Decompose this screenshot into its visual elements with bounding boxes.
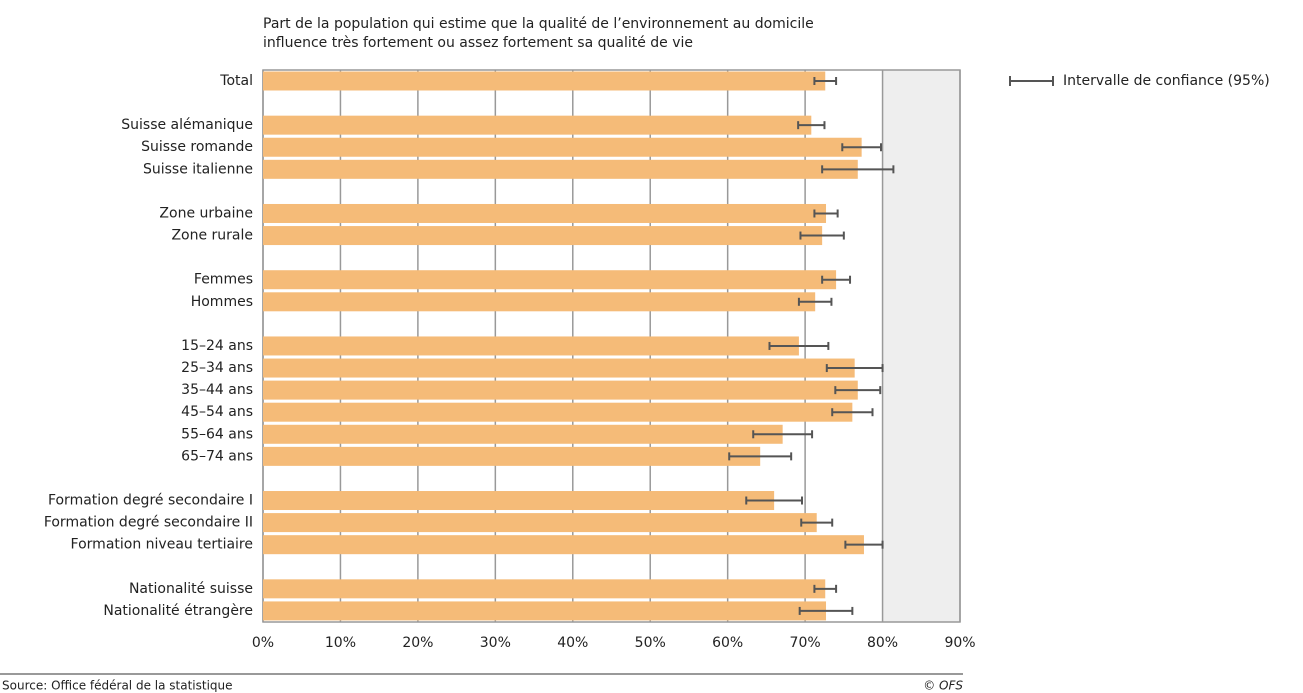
y-tick-label: Suisse alémanique xyxy=(121,117,253,133)
x-tick-label: 20% xyxy=(402,635,433,651)
y-tick-label: Nationalité étrangère xyxy=(103,603,253,619)
bar xyxy=(263,402,853,422)
x-tick-label: 0% xyxy=(252,635,274,651)
copyright: © OFS xyxy=(923,679,963,693)
bar xyxy=(263,446,761,466)
y-tick-label: 45–54 ans xyxy=(181,404,253,420)
bar xyxy=(263,380,858,400)
bar xyxy=(263,292,816,312)
y-tick-label: 35–44 ans xyxy=(181,382,253,398)
bar xyxy=(263,270,837,290)
y-tick-label: Zone rurale xyxy=(171,228,253,244)
bar xyxy=(263,203,827,223)
y-tick-label: 65–74 ans xyxy=(181,448,253,464)
x-tick-label: 30% xyxy=(480,635,511,651)
bar xyxy=(263,424,783,444)
y-tick-label: 25–34 ans xyxy=(181,360,253,376)
x-tick-label: 90% xyxy=(944,635,975,651)
y-tick-label: Nationalité suisse xyxy=(129,581,253,597)
bar xyxy=(263,513,817,533)
x-tick-label: 70% xyxy=(790,635,821,651)
bar xyxy=(263,226,823,246)
bar xyxy=(263,159,858,179)
x-tick-label: 10% xyxy=(325,635,356,651)
bar xyxy=(263,71,826,91)
chart-title: influence très fortement ou assez fortem… xyxy=(263,35,693,51)
y-tick-label: Formation degré secondaire II xyxy=(44,515,253,531)
y-tick-label: Hommes xyxy=(191,294,253,310)
bar xyxy=(263,137,862,157)
bar xyxy=(263,535,864,555)
source: Source: Office fédéral de la statistique xyxy=(2,679,233,693)
plot-shade xyxy=(882,70,960,622)
y-tick-label: 55–64 ans xyxy=(181,426,253,442)
x-tick-label: 60% xyxy=(712,635,743,651)
chart-title: Part de la population qui estime que la … xyxy=(263,16,814,32)
y-tick-label: Femmes xyxy=(194,272,253,288)
bar xyxy=(263,491,775,511)
x-tick-label: 50% xyxy=(635,635,666,651)
bar xyxy=(263,601,827,621)
x-tick-label: 80% xyxy=(867,635,898,651)
y-tick-label: Suisse romande xyxy=(141,139,253,155)
bar xyxy=(263,358,855,378)
bar xyxy=(263,579,826,599)
y-tick-label: Formation niveau tertiaire xyxy=(71,537,253,553)
y-tick-label: Total xyxy=(219,73,253,89)
y-tick-label: Zone urbaine xyxy=(159,205,253,221)
x-tick-label: 40% xyxy=(557,635,588,651)
bar xyxy=(263,115,812,135)
y-tick-label: 15–24 ans xyxy=(181,338,253,354)
y-tick-label: Suisse italienne xyxy=(143,161,253,177)
legend-label: Intervalle de confiance (95%) xyxy=(1063,73,1270,89)
y-tick-label: Formation degré secondaire I xyxy=(48,493,253,509)
bar xyxy=(263,336,799,356)
